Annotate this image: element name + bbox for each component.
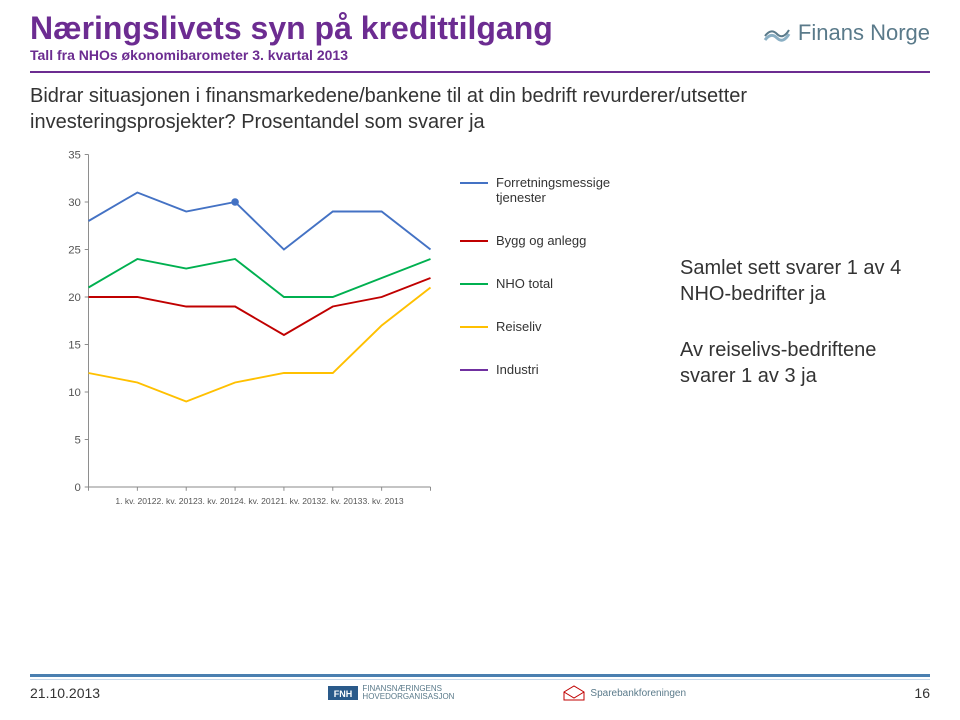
svg-text:30: 30 [68,197,81,209]
footer: 21.10.2013 FNH FINANSNÆRINGENS HOVEDORGA… [30,674,930,702]
line-chart: 0 5 10 15 20 25 30 35 1. kv. 20122. kv. 20123. k… [20,135,660,555]
svg-text:1. kv. 20122. kv. 20123. kv. 2: 1. kv. 20122. kv. 20123. kv. 20124. kv. … [115,496,403,506]
footer-rule [30,674,930,677]
legend-swatch [460,283,488,285]
header-rule [30,71,930,73]
footer-page: 16 [914,685,930,701]
legend-item: NHO total [460,276,636,291]
legend-label: NHO total [496,276,553,291]
legend-item: Reiseliv [460,319,636,334]
finans-norge-logo: Finans Norge [763,20,930,46]
svg-text:35: 35 [68,149,81,161]
legend-label: Reiseliv [496,319,542,334]
header: Næringslivets syn på kredittilgang Tall … [0,0,960,73]
legend-swatch [460,326,488,328]
logo-text: Finans Norge [798,20,930,45]
chart-legend: Forretningsmessige tjenester Bygg og anle… [460,175,636,405]
question-text: Bidrar situasjonen i finansmarkedene/ban… [0,73,960,135]
svg-text:15: 15 [68,339,81,351]
legend-item: Forretningsmessige tjenester [460,175,636,205]
legend-swatch [460,182,488,184]
svg-text:FNH: FNH [334,689,353,699]
chart-svg: 0 5 10 15 20 25 30 35 1. kv. 20122. kv. 20123. k… [60,145,440,525]
side-annotations: Samlet sett svarer 1 av 4 NHO-bedrifter … [660,135,940,555]
svg-text:5: 5 [75,434,81,446]
legend-swatch [460,240,488,242]
footer-logos: FNH FINANSNÆRINGENS HOVEDORGANISASJON Sp… [328,684,686,702]
legend-label: Industri [496,362,539,377]
svg-text:25: 25 [68,244,81,256]
legend-label: Forretningsmessige tjenester [496,175,636,205]
svg-text:10: 10 [68,387,81,399]
svg-text:20: 20 [68,292,81,304]
legend-label: Bygg og anlegg [496,233,586,248]
page-subtitle: Tall fra NHOs økonomibarometer 3. kvarta… [30,47,930,63]
svg-text:0: 0 [75,482,81,494]
sparebank-logo: Sparebankforeningen [562,684,686,702]
legend-swatch [460,369,488,371]
annotation-1: Samlet sett svarer 1 av 4 NHO-bedrifter … [680,255,930,307]
annotation-2: Av reiselivs-bedriftene svarer 1 av 3 ja [680,337,930,389]
footer-date: 21.10.2013 [30,685,100,701]
legend-item: Industri [460,362,636,377]
legend-item: Bygg og anlegg [460,233,636,248]
content-row: 0 5 10 15 20 25 30 35 1. kv. 20122. kv. 20123. k… [0,135,960,555]
fnh-logo: FNH FINANSNÆRINGENS HOVEDORGANISASJON [328,684,462,702]
